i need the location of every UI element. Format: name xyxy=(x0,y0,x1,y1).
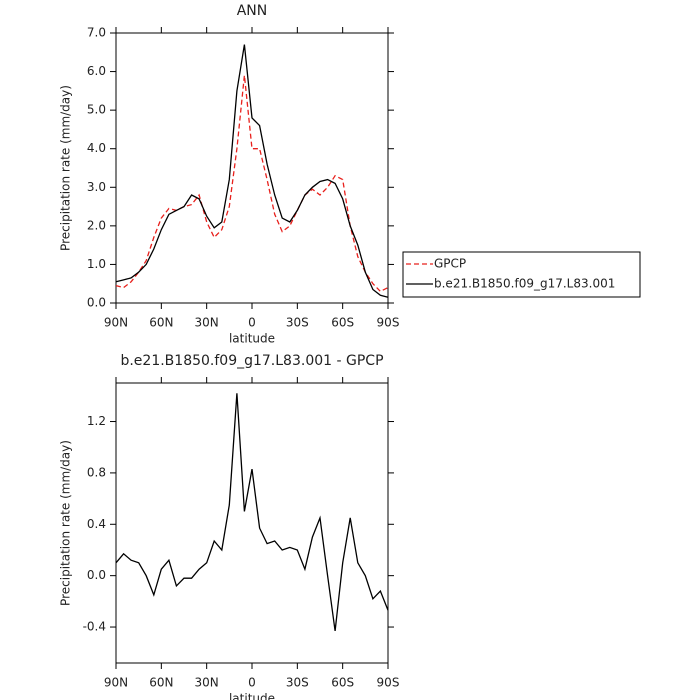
y-tick-label: 6.0 xyxy=(87,64,106,78)
x-axis-label: latitude xyxy=(229,692,275,700)
y-tick-label: 5.0 xyxy=(87,103,106,117)
x-tick-label: 60S xyxy=(331,316,354,330)
chart-title: b.e21.B1850.f09_g17.L83.001 - GPCP xyxy=(120,353,383,369)
y-tick-label: -0.4 xyxy=(83,620,106,634)
x-tick-label: 90N xyxy=(104,676,128,690)
y-tick-label: 1.2 xyxy=(87,414,106,428)
y-tick-label: 4.0 xyxy=(87,141,106,155)
legend-box xyxy=(402,251,641,298)
x-tick-label: 60N xyxy=(149,316,173,330)
y-axis-label: Precipitation rate (mm/day) xyxy=(59,85,73,251)
y-tick-label: 1.0 xyxy=(87,257,106,271)
x-tick-label: 90S xyxy=(377,316,400,330)
plot-frame xyxy=(115,32,389,304)
x-tick-label: 60S xyxy=(331,676,354,690)
y-axis-label: Precipitation rate (mm/day) xyxy=(59,440,73,606)
legend-label: GPCP xyxy=(434,257,466,271)
x-tick-label: 90N xyxy=(104,316,128,330)
y-tick-label: 2.0 xyxy=(87,218,106,232)
x-tick-label: 30S xyxy=(286,316,309,330)
y-tick-label: 0.0 xyxy=(87,568,106,582)
x-tick-label: 0 xyxy=(248,676,256,690)
y-tick-label: 7.0 xyxy=(87,26,106,40)
x-tick-label: 60N xyxy=(149,676,173,690)
y-tick-label: 0.8 xyxy=(87,465,106,479)
data-line xyxy=(115,393,389,631)
x-tick-label: 90S xyxy=(377,676,400,690)
x-tick-label: 0 xyxy=(248,316,256,330)
legend-label: b.e21.B1850.f09_g17.L83.001 xyxy=(434,277,615,291)
y-tick-label: 0.4 xyxy=(87,517,106,531)
data-line xyxy=(115,75,389,293)
chart-title: ANN xyxy=(237,3,268,19)
y-tick-label: 0.0 xyxy=(87,296,106,310)
plot-frame xyxy=(115,382,389,664)
x-tick-label: 30N xyxy=(195,316,219,330)
y-tick-label: 3.0 xyxy=(87,180,106,194)
x-axis-label: latitude xyxy=(229,332,275,346)
x-tick-label: 30S xyxy=(286,676,309,690)
data-line xyxy=(115,44,389,298)
x-tick-label: 30N xyxy=(195,676,219,690)
